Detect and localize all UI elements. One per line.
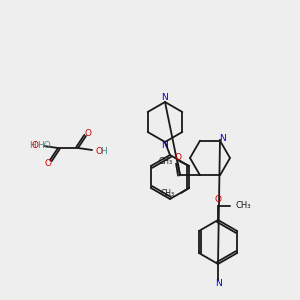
Text: O: O (175, 153, 182, 162)
Text: CH₃: CH₃ (236, 202, 251, 211)
Text: N: N (162, 142, 168, 151)
Text: O: O (96, 146, 103, 155)
Text: N: N (214, 280, 221, 289)
Text: H: H (29, 140, 36, 149)
Text: H: H (100, 146, 107, 155)
Text: HO: HO (37, 140, 51, 149)
Text: N: N (219, 134, 225, 143)
Text: CH₃: CH₃ (161, 188, 175, 197)
Text: O: O (32, 140, 39, 149)
Text: CH₃: CH₃ (159, 157, 173, 166)
Text: N: N (162, 94, 168, 103)
Text: O: O (214, 196, 221, 205)
Text: O: O (44, 158, 52, 167)
Text: O: O (85, 128, 92, 137)
